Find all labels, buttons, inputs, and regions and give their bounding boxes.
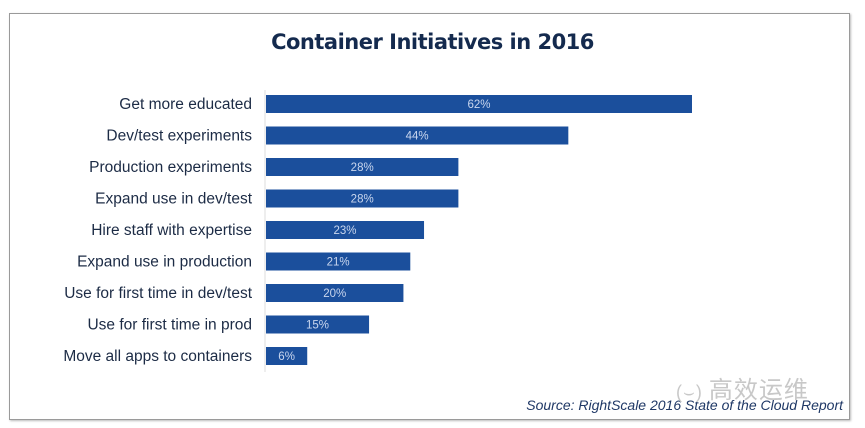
watermark-text: 高效运维 bbox=[708, 377, 809, 404]
category-label: Dev/test experiments bbox=[106, 128, 252, 145]
data-label: 6% bbox=[278, 351, 295, 363]
category-label: Use for first time in prod bbox=[87, 317, 252, 334]
bar bbox=[266, 95, 692, 113]
bar bbox=[266, 221, 425, 239]
category-label: Hire staff with expertise bbox=[91, 222, 252, 239]
data-label: 20% bbox=[323, 288, 346, 300]
category-label: Move all apps to containers bbox=[63, 348, 252, 365]
bar bbox=[266, 347, 308, 365]
chart-frame bbox=[9, 13, 850, 420]
data-label: 44% bbox=[406, 131, 429, 143]
category-label: Production experiments bbox=[89, 159, 252, 176]
data-label: 15% bbox=[306, 320, 329, 332]
bar bbox=[266, 158, 459, 176]
bar bbox=[266, 315, 370, 334]
bar bbox=[266, 252, 411, 271]
category-label: Get more educated bbox=[119, 96, 252, 113]
data-label: 62% bbox=[467, 99, 490, 111]
wechat-icon: (⌣) bbox=[676, 382, 703, 402]
watermark: (⌣) 高效运维 bbox=[676, 370, 809, 405]
bar bbox=[266, 126, 569, 145]
source-note: Source: RightScale 2016 State of the Clo… bbox=[526, 397, 843, 413]
bar bbox=[266, 284, 404, 302]
category-label: Expand use in production bbox=[77, 254, 252, 271]
data-label: 21% bbox=[327, 257, 350, 269]
category-label: Expand use in dev/test bbox=[95, 191, 253, 208]
data-label: 28% bbox=[351, 162, 374, 174]
chart-title: Container Initiatives in 2016 bbox=[271, 30, 594, 54]
data-label: 28% bbox=[351, 194, 374, 206]
bar bbox=[266, 189, 459, 208]
data-label: 23% bbox=[334, 225, 357, 237]
category-label: Use for first time in dev/test bbox=[64, 285, 252, 302]
